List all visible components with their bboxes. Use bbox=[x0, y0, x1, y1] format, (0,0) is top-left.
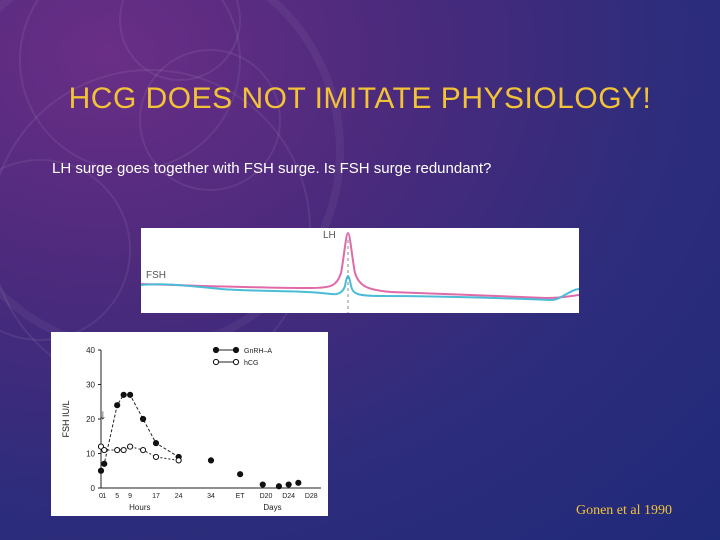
hours-tick-label: 17 bbox=[152, 493, 160, 500]
y-axis-label: FSH IU/L bbox=[61, 400, 71, 437]
hours-tick-label: 9 bbox=[128, 493, 132, 500]
legend-label: GnRH–A bbox=[244, 348, 272, 355]
fsh-curve bbox=[140, 274, 580, 302]
gnrh-data-point bbox=[259, 481, 266, 488]
gnrh-data-point bbox=[237, 471, 244, 478]
gnrh-data-point bbox=[285, 481, 292, 488]
hcg-data-point bbox=[175, 457, 182, 464]
days-tick-label: ET bbox=[236, 493, 246, 500]
series-line bbox=[100, 446, 179, 461]
hcg-data-point bbox=[139, 446, 147, 454]
y-tick-label: 0 bbox=[91, 484, 96, 493]
lh-curve bbox=[140, 231, 580, 300]
gnrh-data-point bbox=[101, 460, 108, 467]
hcg-data-point bbox=[152, 453, 160, 461]
y-tick-label: 10 bbox=[86, 450, 95, 459]
legend-label: hCG bbox=[244, 360, 258, 367]
series-line bbox=[100, 394, 179, 471]
days-tick-label: D24 bbox=[282, 493, 295, 500]
hours-tick-label: 5 bbox=[115, 493, 119, 500]
slide-subtitle: LH surge goes together with FSH surge. I… bbox=[52, 160, 492, 177]
arrow-annotation: ↓ bbox=[100, 406, 107, 422]
legend-marker bbox=[212, 358, 220, 366]
y-tick-label: 40 bbox=[86, 346, 95, 355]
y-tick-label: 20 bbox=[86, 415, 95, 424]
hours-tick-label: 1 bbox=[102, 493, 106, 500]
lh-label: LH bbox=[323, 230, 336, 241]
hours-tick-label: 24 bbox=[175, 493, 183, 500]
hcg-data-point bbox=[120, 446, 127, 454]
hours-axis-label: Hours bbox=[129, 503, 150, 512]
hcg-data-point bbox=[114, 446, 121, 454]
fsh-response-chart: 0 10 20 30 40 FSH IU/L 0 1 5 9 17 24 34 Hours ET D20 D24… bbox=[51, 332, 328, 516]
y-tick-label: 30 bbox=[86, 381, 95, 390]
days-tick-label: D20 bbox=[260, 493, 273, 500]
gnrh-data-point bbox=[295, 479, 302, 486]
days-tick-label: D28 bbox=[305, 493, 318, 500]
hours-tick-label: 34 bbox=[207, 493, 215, 500]
gnrh-data-point bbox=[152, 440, 160, 447]
citation: Gonen et al 1990 bbox=[575, 503, 672, 518]
hcg-data-point bbox=[127, 443, 134, 450]
gnrh-data-point bbox=[127, 391, 134, 398]
gnrh-data-point bbox=[139, 415, 147, 423]
legend-marker bbox=[232, 358, 240, 366]
legend-marker bbox=[212, 346, 220, 354]
legend-marker bbox=[232, 346, 240, 354]
fsh-label: FSH bbox=[146, 270, 166, 281]
gnrh-data-point bbox=[207, 457, 215, 464]
days-axis-label: Days bbox=[263, 503, 281, 512]
lh-fsh-surge-chart: LH FSH bbox=[140, 228, 580, 313]
gnrh-data-point bbox=[114, 402, 121, 409]
hours-tick-label: 0 bbox=[99, 493, 103, 500]
gnrh-data-point bbox=[97, 467, 105, 474]
gnrh-data-point bbox=[275, 483, 283, 490]
gnrh-data-point bbox=[120, 391, 127, 398]
slide-title: HCG DOES NOT IMITATE PHYSIOLOGY! bbox=[68, 82, 652, 115]
hcg-data-point bbox=[101, 446, 108, 454]
